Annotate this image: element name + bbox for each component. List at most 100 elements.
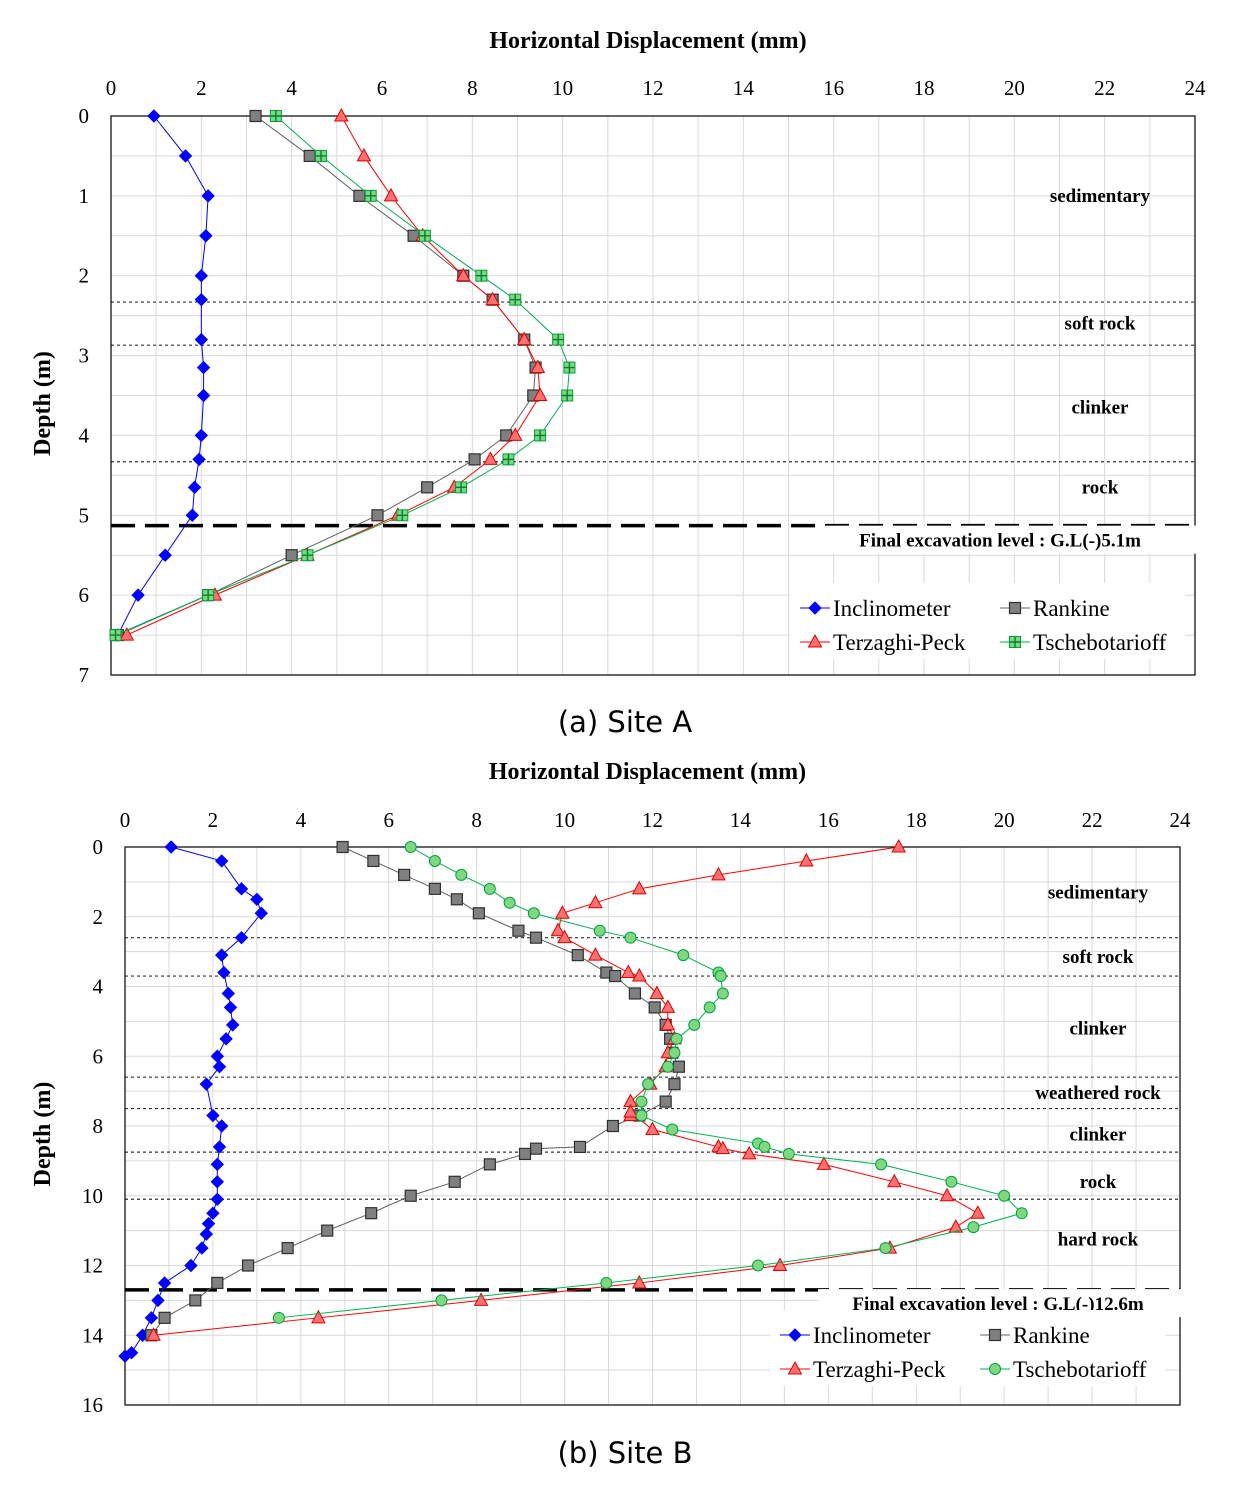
plot-frame (124, 846, 1181, 1406)
data-point (516, 331, 532, 346)
data-point (703, 1001, 716, 1014)
data-point (711, 866, 726, 881)
series-terzaghi-peck (146, 838, 986, 1341)
data-point (241, 1259, 255, 1272)
y-tick-label: 3 (79, 344, 90, 368)
data-point (970, 1205, 986, 1219)
data-point (301, 549, 314, 562)
legend-marker (988, 1328, 1002, 1342)
x-tick-label: 4 (296, 808, 307, 832)
data-point (661, 1060, 674, 1073)
data-point-cross (455, 481, 467, 493)
data-point (281, 1241, 294, 1255)
data-point-cross (110, 629, 122, 641)
data-point-cross (301, 549, 313, 561)
data-point (688, 1018, 701, 1031)
data-point (642, 1078, 655, 1091)
data-point (234, 930, 249, 945)
data-point (201, 189, 215, 203)
data-point (210, 1157, 225, 1172)
data-point (752, 1259, 764, 1272)
data-point (398, 868, 411, 882)
data-point-cross (509, 294, 521, 306)
layer-label: sedimentary (1050, 186, 1151, 207)
data-point (609, 969, 622, 983)
data-point (254, 906, 268, 920)
data-point-cross (365, 190, 377, 202)
y-tick-label: 6 (93, 1044, 104, 1068)
series-inclinometer (111, 109, 215, 642)
y-axis-title: Depth (m) (30, 1082, 56, 1187)
legend-item: Rankine (1000, 596, 1110, 621)
x-tick-label: 6 (384, 808, 395, 832)
data-point (118, 1349, 132, 1363)
data-point (799, 852, 814, 867)
data-point (194, 292, 209, 307)
data-point (311, 1309, 326, 1324)
layer-label: clinker (1072, 397, 1130, 418)
data-point (151, 1293, 165, 1308)
data-point (875, 1158, 888, 1171)
data-point (192, 452, 206, 467)
y-axis-title: Depth (m) (30, 351, 56, 456)
data-point (206, 1206, 220, 1220)
series-inclinometer (118, 840, 268, 1363)
data-point (383, 187, 399, 202)
x-tick-label: 14 (733, 76, 755, 100)
series-terzaghi-peck (119, 107, 548, 641)
legend-item: Tschebotarioff (980, 1357, 1147, 1382)
data-point (119, 627, 135, 641)
data-point (502, 453, 515, 466)
series-tschebotarioff (272, 841, 1028, 1324)
data-point (212, 1140, 227, 1154)
data-point (146, 1327, 161, 1341)
data-point (147, 109, 161, 123)
data-point (879, 1242, 892, 1255)
data-point (716, 987, 729, 1000)
x-tick-label: 2 (208, 808, 219, 832)
data-point (196, 388, 211, 403)
data-point (593, 924, 606, 937)
excavation-label: Final excavation level : G.L(-)12.6m (852, 1294, 1143, 1315)
legend-marker (1009, 636, 1021, 648)
data-point (367, 854, 380, 868)
data-point (561, 389, 574, 402)
legend-item: Inclinometer (780, 1323, 931, 1348)
data-point (158, 1311, 171, 1324)
data-point (364, 189, 377, 202)
data-point (532, 387, 548, 401)
legend-marker-cross (1009, 636, 1021, 648)
y-tick-label: 12 (82, 1254, 103, 1278)
figure-caption: (b) Site B (557, 1436, 692, 1470)
data-point-cross (502, 453, 514, 465)
data-point (199, 1227, 214, 1241)
x-axis-title: Horizontal Displacement (mm) (489, 759, 806, 785)
data-point (421, 481, 434, 494)
data-point (194, 332, 209, 347)
legend-marker (788, 1328, 802, 1342)
data-point (660, 1016, 676, 1031)
data-point (628, 987, 642, 1000)
data-point (371, 509, 384, 522)
legend-item: Rankine (980, 1323, 1090, 1348)
data-point (758, 1140, 771, 1153)
data-point (334, 107, 349, 122)
data-point-cross (563, 362, 575, 374)
x-tick-label: 14 (730, 808, 752, 832)
layer-label: rock (1080, 1172, 1117, 1193)
data-point (600, 1276, 613, 1289)
legend-item: Inclinometer (800, 596, 951, 621)
data-point (223, 1000, 238, 1015)
data-point-cross (561, 390, 573, 401)
data-point (184, 1258, 198, 1273)
data-point (550, 922, 566, 937)
data-point (635, 1109, 648, 1122)
data-point (194, 269, 209, 283)
data-point (648, 1001, 661, 1014)
chart-site-b: Horizontal Displacement (mm)0 2 4 6 8 10 12 14 1… (30, 759, 1198, 1470)
data-point (144, 1311, 159, 1325)
data-point (187, 480, 202, 495)
data-point (189, 1294, 202, 1307)
data-point (250, 892, 264, 907)
data-point (563, 361, 576, 374)
